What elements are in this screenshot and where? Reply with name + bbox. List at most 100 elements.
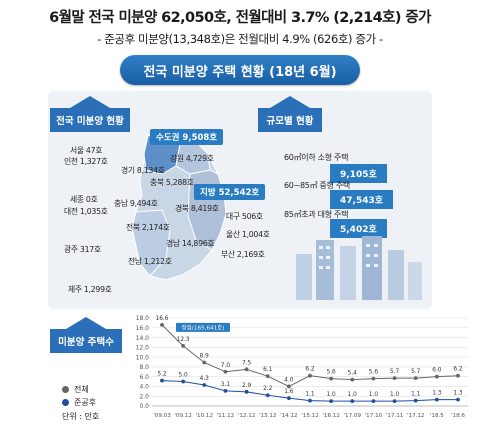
size-medium-label: 60~85㎡ 중형 주택 [284, 181, 350, 190]
x-tick-label: '10.12 [196, 413, 214, 419]
series-point-1 [413, 398, 418, 403]
page-subline: - 준공후 미분양(13,348호)은 전월대비 4.9% (626호) 증가 … [97, 32, 383, 46]
x-tick-label: '18.6 [451, 413, 465, 419]
data-label-1: 1.0 [348, 392, 358, 398]
region-jeju: 제주 1,299호 [68, 285, 112, 294]
series-point-1 [244, 389, 249, 394]
x-tick-label: '12.12 [238, 413, 256, 419]
data-label-0: 5.7 [390, 369, 400, 375]
data-label-1: 1.1 [411, 392, 421, 398]
y-tick-label: 4.0 [139, 384, 149, 391]
series-point-0 [413, 376, 418, 381]
region-gwangju: 광주 317호 [64, 245, 101, 254]
data-label-1: 2.2 [263, 386, 273, 392]
series-point-0 [350, 377, 355, 382]
legend-total-dot [62, 386, 69, 393]
trend-section-label: 미분양 주택수 [50, 329, 122, 353]
size-small-value: 9,105호 [330, 164, 387, 183]
data-label-1: 4.3 [200, 376, 210, 382]
data-label-1: 1.1 [305, 392, 315, 398]
data-label-1: 2.9 [242, 383, 252, 389]
x-tick-label: '13.12 [259, 413, 277, 419]
x-tick-label: '14.12 [280, 413, 298, 419]
x-tick-label: '17.10 [365, 413, 383, 419]
data-label-0: 5.6 [327, 370, 337, 376]
legend-total-label: 전체 [74, 385, 89, 394]
y-tick-label: 6.0 [139, 374, 149, 381]
data-label-0: 4.0 [284, 377, 294, 383]
series-point-1 [286, 396, 291, 401]
x-tick-label: '16.12 [322, 413, 340, 419]
data-label-0: 6.0 [432, 368, 442, 374]
series-point-0 [202, 360, 207, 365]
size-section-badge: 규모별 현황 [258, 96, 322, 132]
x-tick-label: '15.12 [301, 413, 319, 419]
x-tick-label: '17.09 [344, 413, 362, 419]
series-point-0 [223, 369, 228, 374]
x-tick-label: '17.12 [407, 413, 425, 419]
data-label-1: 3.1 [221, 382, 231, 388]
y-tick-label: 10.0 [136, 354, 150, 361]
data-label-0: 6.1 [263, 367, 273, 373]
region-seoul: 서울 47호 [70, 146, 103, 155]
y-tick-label: 0.0 [139, 403, 149, 410]
x-tick-label: '11.12 [217, 413, 235, 419]
national-section-label: 전국 미분양 현황 [50, 108, 130, 132]
series-point-0 [286, 384, 291, 389]
y-tick-label: 14.0 [136, 335, 150, 342]
trend-chart: 0.0 2.0 4.0 6.0 8.0 10.0 12.0 14.0 16.0 18.0 '09.0… [136, 315, 468, 419]
southwest-shape [131, 209, 171, 277]
region-jeonbuk: 전북 2,174호 [126, 223, 170, 232]
local-area-tag: 지방 52,542호 [194, 184, 266, 200]
x-tick-label: '18.5 [430, 413, 444, 419]
series-point-1 [308, 398, 312, 403]
data-label-1: 1.0 [369, 392, 379, 398]
series-point-1 [329, 399, 334, 404]
series-point-1 [392, 399, 397, 404]
series-point-0 [244, 367, 249, 372]
page-headline: 6월말 전국 미분양 62,050호, 전월대비 3.7% (2,214호) 증… [49, 10, 431, 26]
series-point-1 [434, 397, 439, 402]
data-label-0: 16.6 [156, 316, 169, 322]
data-label-0: 7.5 [242, 360, 252, 366]
y-tick-label: 12.0 [136, 345, 150, 352]
region-busan: 부산 2,169호 [221, 250, 265, 259]
house-roof-icon [270, 96, 310, 108]
y-tick-label: 8.0 [139, 364, 149, 371]
region-daegu: 대구 506호 [226, 212, 263, 221]
trend-section-badge: 미분양 주택수 [50, 317, 122, 353]
legend-post-dot [62, 399, 69, 406]
series-point-0 [308, 373, 312, 378]
house-roof-icon [70, 96, 110, 108]
data-label-0: 6.2 [305, 367, 315, 373]
data-label-0: 7.0 [221, 363, 231, 369]
series-point-0 [181, 343, 186, 348]
x-tick-label: '17.11 [386, 413, 404, 419]
series-point-1 [371, 399, 376, 404]
peak-annotation-label: 정점(165,641호) [182, 325, 225, 332]
national-section-badge: 전국 미분양 현황 [50, 96, 130, 132]
region-chungbuk: 충북 5,288호 [150, 178, 194, 187]
size-large-value: 5,402호 [330, 219, 387, 238]
legend-total: 전체 [62, 384, 89, 395]
series-point-1 [202, 383, 207, 387]
data-label-1: 5.0 [179, 373, 189, 379]
region-incheon: 인천 1,327호 [64, 157, 108, 166]
x-tick-label: '09.12 [174, 413, 192, 419]
data-label-0: 5.4 [348, 371, 358, 377]
series-point-1 [160, 378, 164, 383]
series-point-1 [181, 379, 186, 384]
series-point-1 [223, 388, 228, 393]
series-point-0 [329, 376, 334, 381]
data-label-1: 1.3 [453, 391, 463, 397]
region-gyeonggi: 경기 8,134호 [121, 166, 165, 175]
size-large-label: 85㎡초과 대형 주택 [284, 210, 349, 219]
series-point-0 [160, 322, 164, 327]
region-gyeongnam: 경남 14,896호 [166, 239, 215, 248]
data-label-0: 6.2 [453, 367, 463, 373]
series-point-0 [434, 374, 439, 379]
y-tick-label: 18.0 [136, 315, 150, 322]
series-point-0 [392, 376, 397, 381]
data-label-1: 1.0 [390, 392, 400, 398]
unit-label: 단위 : 만호 [62, 412, 100, 421]
